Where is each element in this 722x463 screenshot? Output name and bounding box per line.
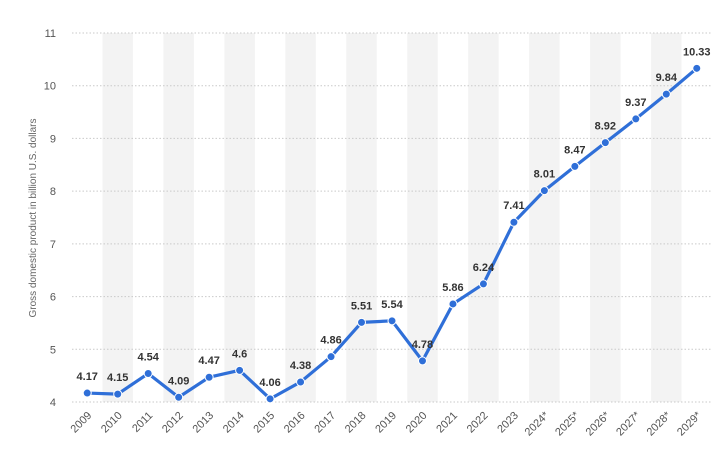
data-label: 5.86 — [442, 282, 463, 294]
data-point — [174, 392, 184, 402]
x-tick-label: 2027* — [614, 409, 643, 438]
data-point — [387, 316, 397, 326]
x-tick-label: 2015 — [251, 410, 277, 436]
x-tick-label: 2021 — [434, 410, 460, 436]
data-point — [661, 89, 671, 99]
background-band — [651, 33, 682, 402]
data-point — [82, 388, 92, 398]
background-band — [468, 33, 499, 402]
x-tick-label: 2024* — [523, 409, 552, 438]
data-point — [478, 279, 488, 289]
data-point — [204, 372, 214, 382]
x-tick-label: 2019 — [373, 410, 399, 436]
y-tick-label: 8 — [50, 186, 56, 198]
data-point — [692, 63, 702, 73]
y-tick-label: 5 — [50, 344, 56, 356]
y-tick-label: 9 — [50, 133, 56, 145]
data-point — [631, 114, 641, 124]
data-label: 4.6 — [232, 348, 247, 360]
x-tick-label: 2009 — [69, 410, 95, 436]
data-label: 4.78 — [412, 339, 433, 351]
data-point — [113, 389, 123, 399]
x-tick-label: 2028* — [645, 409, 674, 438]
data-label: 9.84 — [656, 72, 678, 84]
x-tick-label: 2016 — [282, 410, 308, 436]
data-point — [570, 161, 580, 171]
data-point — [265, 394, 275, 404]
data-label: 8.47 — [564, 144, 585, 156]
y-tick-label: 10 — [44, 81, 56, 93]
x-tick-label: 2029* — [675, 409, 704, 438]
y-tick-label: 6 — [50, 292, 56, 304]
gridlines — [72, 32, 712, 403]
x-tick-label: 2026* — [584, 409, 613, 438]
x-tick-label: 2017 — [312, 410, 338, 436]
data-point — [509, 217, 519, 227]
x-tick-label: 2012 — [160, 410, 186, 436]
data-point — [448, 299, 458, 309]
data-point — [326, 352, 336, 362]
data-point — [539, 186, 549, 196]
background-band — [285, 33, 316, 402]
x-tick-label: 2023 — [495, 410, 521, 436]
x-tick-label: 2013 — [190, 410, 216, 436]
data-label: 4.15 — [107, 372, 128, 384]
y-axis-label: Gross domestic product in billion U.S. d… — [28, 119, 39, 318]
background-band — [529, 33, 560, 402]
data-point — [417, 356, 427, 366]
x-tick-label: 2022 — [465, 410, 491, 436]
data-label: 4.38 — [290, 360, 311, 372]
data-label: 6.24 — [473, 262, 495, 274]
data-point — [143, 369, 153, 379]
y-tick-label: 4 — [50, 397, 56, 409]
x-tick-label: 2011 — [130, 410, 155, 435]
data-label: 4.06 — [259, 377, 280, 389]
x-tick-label: 2010 — [99, 410, 125, 436]
background-bands — [102, 33, 682, 402]
data-labels: 4.17 4.15 4.54 4.09 4.47 4.6 4.06 4.38 4.86 5.51 5… — [77, 46, 711, 389]
data-label: 8.92 — [595, 121, 616, 133]
data-label: 8.01 — [534, 169, 555, 181]
data-label: 4.17 — [77, 371, 98, 383]
x-tick-label: 2018 — [343, 410, 369, 436]
data-label: 4.47 — [198, 355, 219, 367]
y-axis-ticks: 4 5 6 7 8 9 10 11 — [44, 28, 56, 409]
data-label: 4.54 — [137, 352, 159, 364]
data-point — [357, 317, 367, 327]
x-tick-label: 2025* — [553, 409, 582, 438]
data-label: 4.09 — [168, 375, 189, 387]
data-label: 7.41 — [503, 200, 524, 212]
background-band — [590, 33, 621, 402]
data-label: 10.33 — [683, 46, 711, 58]
data-label: 9.37 — [625, 97, 646, 109]
data-point — [600, 138, 610, 148]
data-label: 5.51 — [351, 300, 372, 312]
x-tick-label: 2014 — [221, 410, 247, 436]
y-tick-label: 7 — [50, 239, 56, 251]
data-label: 5.54 — [381, 299, 403, 311]
data-point — [235, 365, 245, 375]
x-tick-label: 2020 — [404, 410, 430, 436]
y-tick-label: 11 — [45, 28, 56, 40]
x-axis-ticks: 2009 2010 2011 2012 2013 2014 2015 2016 2017 2018… — [69, 409, 705, 438]
background-band — [346, 33, 377, 402]
background-band — [102, 33, 133, 402]
data-point — [296, 377, 306, 387]
background-band — [163, 33, 194, 402]
data-label: 4.86 — [320, 335, 341, 347]
background-band — [224, 33, 255, 402]
data-points — [82, 63, 702, 404]
